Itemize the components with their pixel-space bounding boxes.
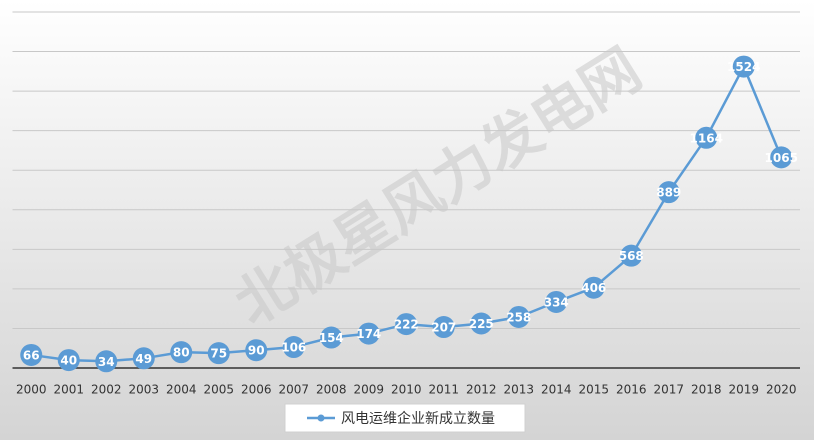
value-label: 1524 bbox=[727, 60, 760, 74]
value-label: 66 bbox=[23, 348, 40, 362]
x-tick-label: 2018 bbox=[691, 383, 722, 397]
marker bbox=[770, 146, 793, 169]
x-tick-label: 2004 bbox=[166, 383, 197, 397]
x-tick-label: 2005 bbox=[203, 383, 234, 397]
value-label: 889 bbox=[656, 186, 681, 200]
x-tick-label: 2003 bbox=[128, 383, 159, 397]
value-label: 106 bbox=[281, 341, 306, 355]
value-label: 154 bbox=[319, 331, 344, 345]
value-label: 207 bbox=[431, 321, 456, 335]
x-tick-label: 2020 bbox=[766, 383, 797, 397]
value-label: 1065 bbox=[765, 151, 798, 165]
value-label: 568 bbox=[619, 249, 644, 263]
marker bbox=[695, 126, 718, 149]
x-tick-label: 2015 bbox=[578, 383, 609, 397]
marker bbox=[245, 339, 268, 362]
marker bbox=[470, 312, 493, 335]
marker bbox=[207, 342, 230, 365]
value-label: 222 bbox=[394, 318, 419, 332]
x-tick-label: 2013 bbox=[503, 383, 534, 397]
marker bbox=[732, 55, 755, 78]
marker bbox=[620, 244, 643, 267]
marker bbox=[582, 276, 605, 299]
legend-label: 风电运维企业新成立数量 bbox=[341, 410, 495, 427]
value-label: 1164 bbox=[690, 131, 723, 145]
marker bbox=[357, 322, 380, 345]
value-label: 75 bbox=[210, 347, 227, 361]
marker bbox=[545, 290, 568, 313]
x-tick-label: 2012 bbox=[466, 383, 497, 397]
value-label: 225 bbox=[469, 317, 494, 331]
marker bbox=[132, 347, 155, 370]
value-label: 34 bbox=[98, 355, 115, 369]
marker bbox=[320, 326, 343, 349]
marker bbox=[20, 343, 43, 366]
x-tick-label: 2019 bbox=[728, 383, 759, 397]
x-tick-label: 2008 bbox=[316, 383, 347, 397]
value-label: 334 bbox=[544, 295, 569, 309]
marker bbox=[170, 341, 193, 364]
marker bbox=[432, 316, 455, 339]
x-tick-label: 2002 bbox=[91, 383, 122, 397]
marker bbox=[282, 336, 305, 359]
x-tick-label: 2006 bbox=[241, 383, 272, 397]
value-label: 90 bbox=[248, 344, 265, 358]
x-tick-label: 2014 bbox=[541, 383, 572, 397]
marker bbox=[657, 181, 680, 204]
value-label: 406 bbox=[581, 281, 606, 295]
x-tick-label: 2009 bbox=[353, 383, 384, 397]
marker bbox=[95, 350, 118, 373]
value-label: 80 bbox=[173, 346, 190, 360]
x-tick-label: 2017 bbox=[653, 383, 684, 397]
x-tick-label: 2007 bbox=[278, 383, 309, 397]
value-label: 174 bbox=[356, 327, 381, 341]
x-tick-label: 2000 bbox=[16, 383, 47, 397]
legend-marker bbox=[317, 414, 325, 422]
x-tick-label: 2016 bbox=[616, 383, 647, 397]
x-tick-label: 2010 bbox=[391, 383, 422, 397]
x-tick-label: 2001 bbox=[53, 383, 84, 397]
value-label: 49 bbox=[135, 352, 152, 366]
marker bbox=[395, 313, 418, 336]
x-tick-label: 2011 bbox=[428, 383, 459, 397]
marker bbox=[507, 305, 530, 328]
marker bbox=[57, 349, 80, 372]
value-label: 258 bbox=[506, 310, 531, 324]
value-label: 40 bbox=[60, 354, 77, 368]
